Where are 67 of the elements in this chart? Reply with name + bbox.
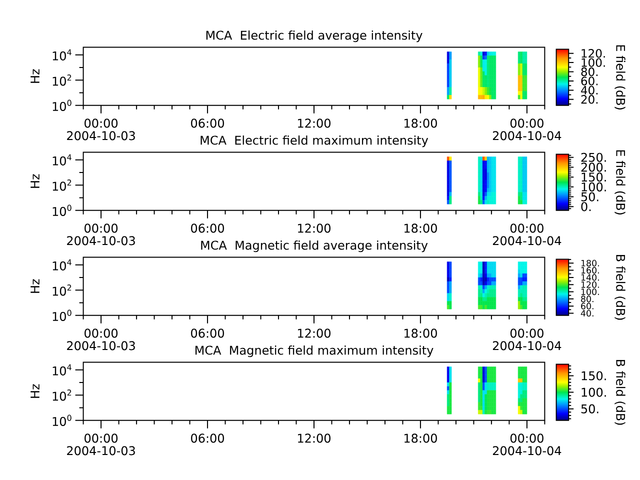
- y-tick-label: 10$^{0}$: [52, 310, 72, 321]
- y-tick-label: 10$^{4}$: [52, 259, 72, 270]
- x-tick-label: 18:00: [404, 118, 437, 128]
- color-bar-label: 100.: [581, 288, 599, 296]
- x-tick-label: 00:00 2004-10-04: [492, 224, 562, 246]
- color-bar-title: E field (dB): [614, 45, 626, 110]
- color-bar-label: 150.: [582, 371, 606, 380]
- y-tick-label: 10$^{4}$: [52, 364, 72, 376]
- y-tick-label: 10$^{2}$: [52, 284, 72, 296]
- color-bar-label: 150.: [582, 172, 606, 182]
- color-bar-label: 100.: [582, 388, 606, 397]
- color-bar-label: 100.: [582, 58, 605, 67]
- color-bar-label: 20.: [581, 95, 598, 104]
- color-bar-label: 40.: [581, 86, 598, 95]
- y-tick-label: 10$^{2}$: [52, 390, 72, 401]
- y-axis-title: Hz: [30, 174, 40, 188]
- color-bar-label: 120.: [582, 48, 605, 58]
- color-bar-label: 60.: [581, 302, 594, 310]
- x-tick-label: 00:00 2004-10-04: [492, 118, 562, 140]
- color-bar-label: 80.: [581, 67, 598, 76]
- color-bar-label: 200.: [581, 162, 606, 172]
- x-tick-label: 12:00: [298, 328, 330, 338]
- color-bar-label: 120.: [581, 281, 599, 288]
- y-tick-label: 10$^{0}$: [52, 100, 72, 111]
- x-tick-label: 00:00 2004-10-03: [67, 434, 135, 456]
- chart-title: MCA Electric field average intensity: [206, 30, 422, 42]
- color-bar-label: 0.: [581, 202, 591, 212]
- y-tick-label: 10$^{4}$: [52, 154, 72, 166]
- x-tick-label: 00:00 2004-10-03: [67, 118, 135, 140]
- color-bar-label: 100.: [582, 182, 606, 192]
- y-tick-label: 10$^{2}$: [52, 74, 72, 86]
- color-bar-label: 40.: [580, 310, 594, 317]
- y-axis-title: Hz: [30, 384, 40, 398]
- chart-title: MCA Magnetic field average intensity: [201, 240, 428, 252]
- chart-title: MCA Electric field maximum intensity: [200, 135, 428, 148]
- color-bar-label: 250.: [581, 152, 606, 162]
- color-bar-label: 140.: [581, 274, 599, 281]
- x-tick-label: 18:00: [404, 434, 437, 443]
- color-bar-label: 160.: [581, 267, 599, 274]
- color-bar-label: 80.: [581, 296, 594, 302]
- chart-title: MCA Magnetic field maximum intensity: [195, 345, 434, 358]
- x-tick-label: 06:00: [191, 224, 224, 233]
- x-tick-label: 12:00: [298, 434, 330, 443]
- x-tick-label: 00:00 2004-10-03: [67, 224, 135, 246]
- color-bar-title: B field (dB): [614, 255, 626, 320]
- color-bar-title: B field (dB): [614, 360, 626, 425]
- x-tick-label: 18:00: [404, 328, 437, 338]
- x-tick-label: 12:00: [298, 118, 330, 128]
- y-axis-title: Hz: [30, 69, 40, 83]
- color-bar-label: 50.: [581, 192, 598, 202]
- x-tick-label: 00:00 2004-10-04: [492, 434, 562, 456]
- color-bar-label: 50.: [581, 404, 598, 414]
- color-bar-title: E field (dB): [614, 150, 626, 214]
- y-tick-label: 10$^{4}$: [52, 49, 72, 60]
- x-tick-label: 06:00: [191, 118, 224, 128]
- x-tick-label: 06:00: [191, 328, 224, 338]
- y-tick-label: 10$^{0}$: [52, 204, 72, 216]
- y-tick-label: 10$^{0}$: [52, 414, 72, 426]
- y-tick-label: 10$^{2}$: [52, 180, 72, 191]
- x-tick-label: 00:00 2004-10-03: [67, 328, 135, 350]
- x-tick-label: 06:00: [191, 434, 224, 443]
- x-tick-label: 00:00 2004-10-04: [492, 328, 562, 350]
- x-tick-label: 18:00: [404, 224, 437, 233]
- color-bar-label: 180.: [581, 260, 599, 266]
- x-tick-label: 12:00: [298, 224, 330, 233]
- color-bar-label: 60.: [581, 76, 598, 86]
- y-axis-title: Hz: [30, 279, 40, 293]
